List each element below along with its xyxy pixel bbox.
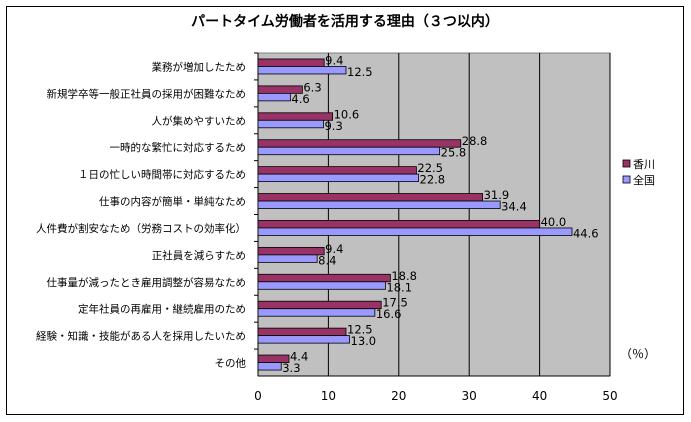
plot-area — [257, 52, 611, 377]
category-label: 新規学卒等一般正社員の採用が困難なため — [47, 87, 247, 100]
data-label: 16.6 — [376, 307, 402, 321]
category-label: 人件費が割安なため（労務コストの効率化） — [36, 222, 246, 235]
bar — [257, 227, 573, 236]
legend-swatch — [622, 175, 631, 184]
bar — [257, 254, 318, 263]
data-label: 18.8 — [391, 269, 417, 283]
bar — [257, 362, 282, 371]
category-label: その他 — [215, 357, 247, 370]
data-label: 22.5 — [417, 161, 443, 175]
bar — [257, 66, 347, 75]
x-tick-label: 10 — [321, 389, 336, 403]
bars — [257, 58, 573, 371]
category-label: 人が集めやすいため — [152, 114, 247, 127]
category-label: 仕事量が減ったとき雇用調整が容易なため — [47, 276, 247, 289]
category-label: 業務が増加したため — [152, 60, 247, 73]
x-tick-label: 40 — [532, 389, 547, 403]
bar — [257, 193, 483, 202]
data-label: 4.6 — [291, 92, 309, 106]
bar — [257, 146, 441, 156]
bar — [257, 220, 541, 229]
data-label: 10.6 — [334, 107, 360, 121]
bar — [257, 92, 291, 102]
bar — [257, 300, 382, 310]
legend-swatch — [622, 159, 631, 168]
category-label: 一時的な繁忙に対応するため — [110, 141, 247, 154]
bar — [257, 112, 334, 121]
data-label: 17.5 — [382, 296, 408, 310]
bar — [257, 58, 325, 67]
category-labels: 業務が増加したため新規学卒等一般正社員の採用が困難なため人が集めやすいため一時的… — [36, 60, 246, 369]
data-labels: 9.4 12.5 6.34.6 10.69.3 28.825.822.522.8 31.9… — [282, 53, 598, 375]
category-label: １日の忙しい時間帯に対応するため — [78, 168, 246, 181]
x-tick-labels: 0 10 20 30 40 50 — [254, 389, 617, 403]
chart-title: パートタイム労働者を活用する理由（３つ以内） — [191, 13, 499, 30]
category-label: 仕事の内容が簡単・単純なため — [99, 195, 246, 208]
bar — [257, 273, 391, 283]
bar — [257, 335, 350, 344]
data-label: 3.3 — [282, 361, 300, 375]
bar — [257, 200, 501, 209]
data-label: 18.1 — [386, 280, 412, 294]
data-label: 44.6 — [573, 226, 599, 240]
x-tick-label: 20 — [391, 389, 406, 403]
data-label: 12.5 — [347, 323, 373, 337]
data-label: 34.4 — [501, 200, 527, 214]
x-tick-label: 30 — [462, 389, 477, 403]
unit-label: （％） — [620, 347, 656, 361]
data-label: 31.9 — [484, 188, 510, 202]
bar — [257, 119, 324, 129]
data-label: 9.4 — [325, 53, 343, 67]
data-label: 28.8 — [462, 134, 488, 148]
data-label: 9.4 — [325, 242, 343, 256]
data-label: 22.8 — [420, 173, 446, 187]
data-label: 6.3 — [303, 80, 321, 94]
legend-label: 香川 — [633, 158, 655, 171]
bar — [257, 173, 419, 183]
data-label: 9.3 — [324, 119, 342, 133]
category-label: 経験・知識・技能がある人を採用したいため — [36, 330, 246, 343]
data-label: 4.4 — [290, 350, 308, 364]
bar — [257, 166, 417, 175]
data-label: 25.8 — [441, 146, 467, 160]
data-label: 13.0 — [351, 334, 377, 348]
bar — [257, 246, 325, 256]
bar — [257, 281, 386, 290]
category-label: 定年社員の再雇用・継続雇用のため — [78, 303, 246, 316]
gridlines — [254, 52, 611, 377]
bar — [257, 139, 462, 148]
category-label: 正社員を減らすため — [152, 249, 246, 262]
bar — [257, 308, 376, 317]
x-tick-label: 50 — [602, 389, 617, 403]
data-label: 12.5 — [347, 65, 373, 79]
data-label: 40.0 — [541, 215, 567, 229]
legend-label: 全国 — [633, 173, 655, 187]
data-label: 8.4 — [318, 253, 336, 267]
bar — [257, 327, 347, 337]
x-tick-label: 0 — [254, 389, 262, 403]
